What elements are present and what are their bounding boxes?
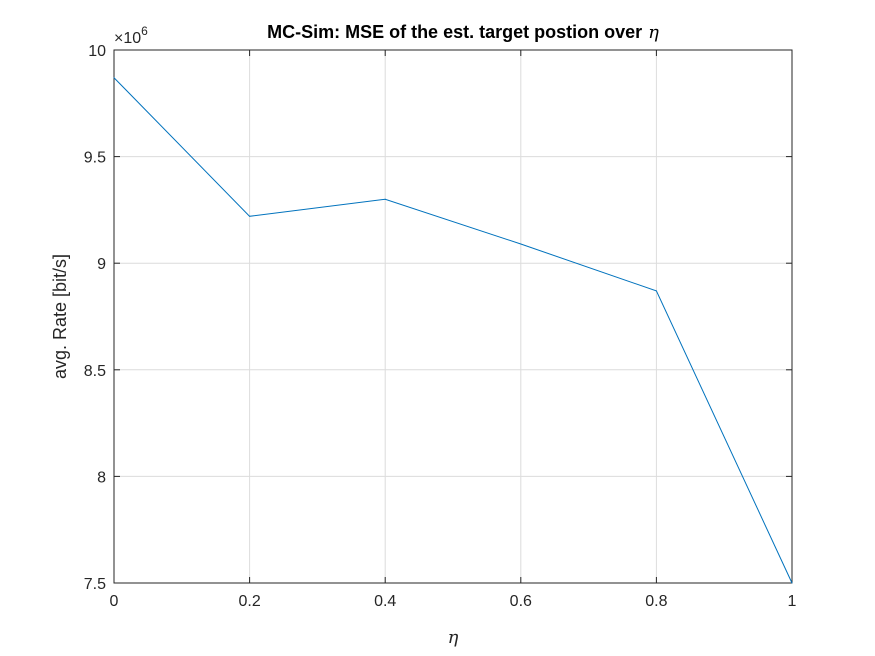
x-tick-label: 0.4	[374, 593, 396, 610]
y-tick-label: 8	[97, 469, 106, 486]
data-point	[655, 290, 657, 292]
y-tick-label: 8.5	[84, 363, 106, 380]
axes-box	[113, 49, 793, 584]
ticks: 0 0.2 0.4 0.6 0.8 1 7.5 8 8.5 9 9.5 10	[84, 43, 797, 610]
series-line	[113, 77, 793, 584]
y-axis-label: avg. Rate [bit/s]	[50, 254, 70, 379]
y-exponent-label: ×106	[114, 24, 148, 47]
chart-title-symbol: η	[648, 22, 659, 43]
data-point	[113, 77, 115, 79]
grid	[113, 49, 793, 584]
data-point	[520, 243, 522, 245]
y-tick-label: 9	[97, 256, 106, 273]
y-tick-label: 9.5	[84, 150, 106, 167]
x-tick-label: 0	[110, 593, 119, 610]
x-axis-label: η	[448, 627, 459, 648]
data-point	[384, 198, 386, 200]
y-exponent-base: ×10	[114, 30, 141, 47]
x-tick-label: 0.8	[645, 593, 667, 610]
y-exponent-power: 6	[141, 24, 148, 38]
series-layer	[113, 77, 793, 584]
data-point	[249, 215, 251, 217]
plot-area	[114, 50, 792, 583]
y-tick-label: 7.5	[84, 576, 106, 593]
y-tick-label: 10	[88, 43, 106, 60]
x-tick-label: 0.2	[238, 593, 260, 610]
x-tick-label: 1	[788, 593, 797, 610]
chart-title: MC-Sim: MSE of the est. target postion o…	[267, 22, 659, 43]
chart-title-text: MC-Sim: MSE of the est. target postion o…	[267, 22, 642, 42]
x-tick-label: 0.6	[510, 593, 532, 610]
data-point	[791, 582, 793, 584]
